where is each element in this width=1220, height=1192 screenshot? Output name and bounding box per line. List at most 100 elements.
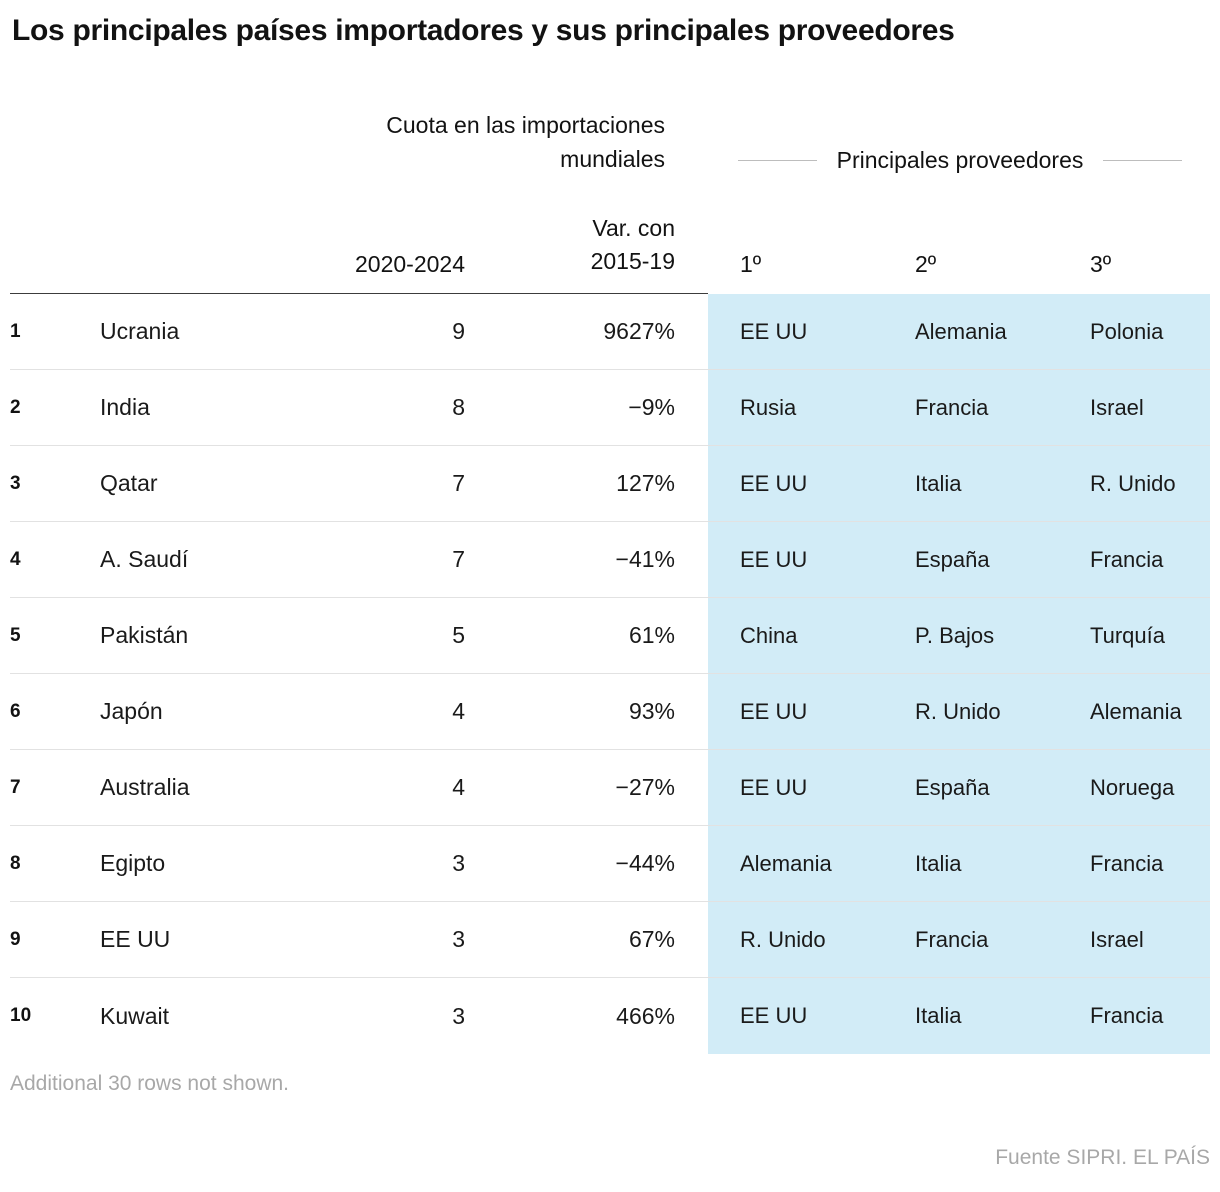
- supplier-2: Francia: [883, 902, 1058, 977]
- supplier-1: Alemania: [708, 826, 883, 901]
- rank: 4: [10, 548, 21, 570]
- supplier-3: Francia: [1058, 522, 1210, 597]
- rank: 1: [10, 320, 21, 342]
- country-name: Kuwait: [100, 1002, 170, 1029]
- table-row: 10 Kuwait 3 466% EE UU Italia Francia: [10, 978, 1210, 1054]
- table-row: 3 Qatar 7 127% EE UU Italia R. Unido: [10, 446, 1210, 522]
- country-name: India: [100, 394, 150, 420]
- row-spacer: [675, 598, 708, 673]
- supplier-3: Noruega: [1058, 750, 1210, 825]
- share-value: 4: [452, 698, 465, 724]
- supplier-3: Francia: [1058, 826, 1210, 901]
- colhead-variation-line2: 2015-19: [590, 248, 675, 274]
- additional-rows-note: Additional 30 rows not shown.: [10, 1072, 289, 1095]
- supplier-2: España: [883, 750, 1058, 825]
- share-value: 3: [452, 926, 465, 952]
- supplier-1: EE UU: [708, 446, 883, 521]
- table-row: 4 A. Saudí 7 −41% EE UU España Francia: [10, 522, 1210, 598]
- country-name: EE UU: [100, 926, 171, 952]
- supplier-3: Francia: [1058, 978, 1210, 1054]
- share-value: 9: [452, 318, 465, 344]
- group-header-share-line1: Cuota en las importaciones: [386, 112, 665, 138]
- supplier-3: Turquía: [1058, 598, 1210, 673]
- supplier-2: Italia: [883, 978, 1058, 1054]
- row-spacer: [675, 522, 708, 597]
- variation-value: −9%: [628, 394, 675, 420]
- supplier-3: Israel: [1058, 902, 1210, 977]
- rank: 9: [10, 928, 21, 950]
- row-spacer: [675, 978, 708, 1054]
- variation-value: 9627%: [603, 318, 675, 344]
- row-spacer: [675, 446, 708, 521]
- column-headers: 2020-2024 Var. con 2015-19 1º 2º 3º: [10, 200, 1210, 278]
- table-body: 1 Ucrania 9 9627% EE UU Alemania Polonia…: [10, 294, 1210, 1054]
- supplier-1: Rusia: [708, 370, 883, 445]
- supplier-2: Italia: [883, 826, 1058, 901]
- supplier-2: Francia: [883, 370, 1058, 445]
- table-row: 7 Australia 4 −27% EE UU España Noruega: [10, 750, 1210, 826]
- supplier-2: R. Unido: [883, 674, 1058, 749]
- variation-value: 93%: [628, 698, 675, 724]
- table-row: 6 Japón 4 93% EE UU R. Unido Alemania: [10, 674, 1210, 750]
- colhead-period: 2020-2024: [355, 251, 465, 277]
- header-rule: [10, 293, 708, 294]
- variation-value: −44%: [615, 850, 675, 876]
- supplier-1: China: [708, 598, 883, 673]
- colhead-supplier-3: 3º: [1090, 251, 1112, 277]
- supplier-1: EE UU: [708, 978, 883, 1054]
- country-name: Ucrania: [100, 318, 180, 344]
- right-rule: [1103, 160, 1182, 161]
- share-value: 3: [452, 850, 465, 876]
- variation-value: −27%: [615, 774, 675, 800]
- variation-value: 61%: [628, 622, 675, 648]
- country-name: Egipto: [100, 850, 166, 876]
- rank: 2: [10, 396, 21, 418]
- variation-value: 127%: [616, 470, 675, 496]
- rank: 5: [10, 624, 21, 646]
- table-row: 2 India 8 −9% Rusia Francia Israel: [10, 370, 1210, 446]
- table-row: 5 Pakistán 5 61% China P. Bajos Turquía: [10, 598, 1210, 674]
- share-value: 7: [452, 546, 465, 572]
- row-spacer: [675, 902, 708, 977]
- row-spacer: [675, 674, 708, 749]
- share-value: 7: [452, 470, 465, 496]
- country-name: Japón: [100, 698, 163, 724]
- supplier-2: Alemania: [883, 294, 1058, 369]
- supplier-1: EE UU: [708, 294, 883, 369]
- left-rule: [738, 160, 817, 161]
- rank: 8: [10, 852, 21, 874]
- source-credit: Fuente SIPRI. EL PAÍS: [995, 1146, 1210, 1169]
- supplier-3: R. Unido: [1058, 446, 1210, 521]
- group-header-share-line2: mundiales: [560, 146, 665, 172]
- supplier-1: EE UU: [708, 522, 883, 597]
- rank: 7: [10, 776, 21, 798]
- rank: 10: [10, 1005, 32, 1026]
- colhead-variation-line1: Var. con: [592, 215, 675, 241]
- row-spacer: [675, 370, 708, 445]
- row-spacer: [675, 294, 708, 369]
- supplier-2: P. Bajos: [883, 598, 1058, 673]
- share-value: 3: [452, 1002, 465, 1029]
- supplier-3: Israel: [1058, 370, 1210, 445]
- supplier-3: Polonia: [1058, 294, 1210, 369]
- supplier-1: EE UU: [708, 750, 883, 825]
- supplier-1: R. Unido: [708, 902, 883, 977]
- colhead-supplier-2: 2º: [915, 251, 937, 277]
- rank: 6: [10, 700, 21, 722]
- group-header-providers: Principales proveedores: [738, 147, 1182, 174]
- variation-value: 466%: [616, 1002, 675, 1029]
- page-title: Los principales países importadores y su…: [12, 14, 955, 47]
- group-header-share: Cuota en las importaciones mundiales: [10, 108, 665, 176]
- table-row: 8 Egipto 3 −44% Alemania Italia Francia: [10, 826, 1210, 902]
- country-name: A. Saudí: [100, 546, 189, 572]
- country-name: Pakistán: [100, 622, 189, 648]
- supplier-2: Italia: [883, 446, 1058, 521]
- country-name: Qatar: [100, 470, 158, 496]
- table-row: 1 Ucrania 9 9627% EE UU Alemania Polonia: [10, 294, 1210, 370]
- colhead-variation: Var. con 2015-19: [465, 212, 675, 278]
- colhead-supplier-1: 1º: [740, 251, 762, 277]
- group-header-providers-label: Principales proveedores: [836, 147, 1084, 173]
- share-value: 5: [452, 622, 465, 648]
- share-value: 4: [452, 774, 465, 800]
